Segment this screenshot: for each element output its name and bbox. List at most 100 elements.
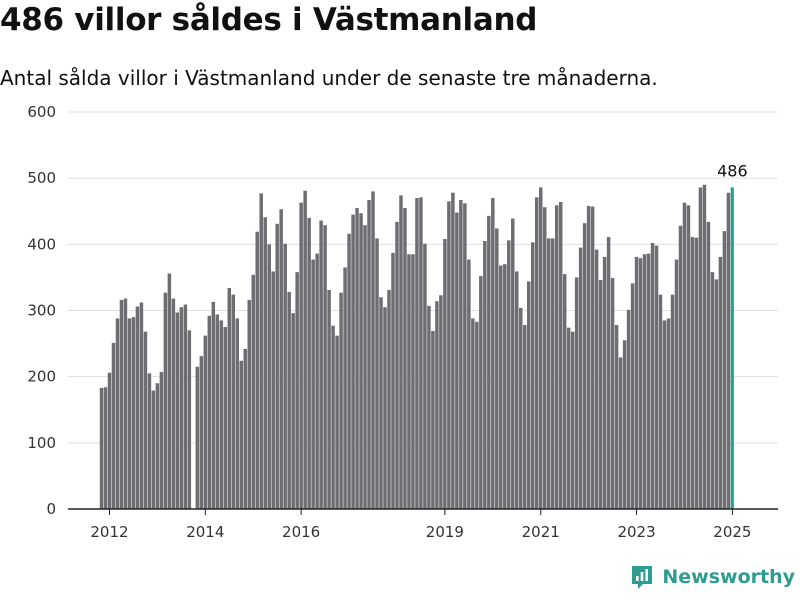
bar — [243, 348, 247, 509]
bar — [311, 259, 315, 509]
chart-title: 486 villor såldes i Västmanland — [0, 2, 538, 38]
bar — [654, 245, 659, 509]
bar — [574, 277, 579, 509]
bar — [375, 238, 379, 509]
bar — [219, 320, 224, 509]
bar — [107, 372, 112, 509]
bar — [702, 184, 707, 509]
bar — [479, 276, 483, 509]
bar — [634, 256, 639, 509]
bar — [483, 241, 487, 509]
y-axis-ticks: 0 100 200 300 400 500 600 — [27, 103, 56, 518]
bar — [622, 340, 627, 509]
x-tick-label: 2025 — [713, 523, 751, 541]
bar — [443, 239, 447, 510]
bar — [682, 202, 687, 509]
bar — [123, 298, 128, 509]
bar — [519, 307, 523, 509]
bar — [331, 325, 335, 509]
bar — [463, 203, 467, 509]
y-tick-label: 300 — [27, 302, 56, 320]
bar — [155, 383, 160, 509]
brand-logo: Newsworthy — [630, 564, 795, 590]
bar — [99, 387, 104, 509]
bar — [503, 264, 507, 509]
bar — [399, 195, 403, 509]
bar — [618, 357, 623, 509]
bar — [527, 281, 531, 509]
bar — [614, 325, 619, 509]
bar — [367, 200, 371, 509]
data-labels: 486 — [717, 161, 748, 180]
bar — [542, 207, 547, 509]
bar — [247, 299, 251, 509]
bar — [295, 272, 299, 509]
bar — [287, 291, 291, 509]
bar — [231, 294, 236, 509]
bar — [650, 243, 655, 509]
bar — [115, 318, 120, 509]
bar — [339, 292, 343, 509]
bar — [578, 247, 583, 509]
bar — [554, 205, 559, 510]
bar — [523, 325, 527, 509]
bar — [626, 309, 631, 509]
bar — [151, 390, 156, 509]
bar — [263, 217, 267, 509]
bar — [722, 231, 727, 509]
bar — [383, 307, 387, 509]
y-tick-label: 600 — [27, 103, 56, 121]
bar — [315, 253, 319, 509]
bar — [606, 237, 611, 509]
bar — [598, 280, 603, 509]
bar — [131, 317, 136, 509]
bar — [327, 289, 331, 509]
bar — [511, 218, 515, 509]
bar — [271, 271, 275, 509]
bar — [283, 243, 287, 510]
bar — [175, 312, 180, 509]
bar — [423, 243, 427, 510]
bar — [690, 237, 695, 509]
bar — [662, 320, 667, 509]
bar — [726, 192, 731, 509]
bar — [714, 279, 719, 509]
bar — [363, 225, 367, 509]
bar — [562, 274, 567, 509]
bar — [694, 237, 699, 509]
bar — [550, 238, 555, 509]
x-tick-label: 2014 — [186, 523, 224, 541]
bar — [211, 301, 216, 509]
bar — [307, 217, 311, 509]
bar — [291, 313, 295, 509]
bar — [419, 197, 423, 509]
bar — [435, 301, 439, 509]
bar — [698, 187, 703, 509]
bar — [403, 207, 407, 509]
bar — [566, 327, 571, 509]
bar — [103, 387, 108, 509]
bar — [491, 198, 495, 509]
bar — [275, 223, 279, 509]
latest-value-label: 486 — [717, 161, 748, 180]
chart-subtitle: Antal sålda villor i Västmanland under d… — [0, 66, 658, 90]
bar — [718, 256, 723, 509]
bar — [439, 295, 443, 509]
y-tick-label: 100 — [27, 434, 56, 452]
bar — [451, 192, 455, 509]
bar — [710, 272, 715, 509]
bar — [459, 200, 463, 509]
bar — [686, 205, 691, 510]
x-tick-label: 2023 — [617, 523, 655, 541]
bar — [594, 249, 599, 509]
bar — [323, 225, 327, 509]
bar — [467, 259, 471, 509]
x-tick-label: 2016 — [282, 523, 320, 541]
bar — [167, 273, 172, 509]
newsworthy-logo-icon — [632, 566, 653, 589]
y-tick-label: 0 — [46, 500, 56, 518]
bar — [499, 265, 503, 509]
bar — [646, 253, 651, 509]
bar — [251, 274, 255, 509]
bar — [239, 360, 243, 509]
